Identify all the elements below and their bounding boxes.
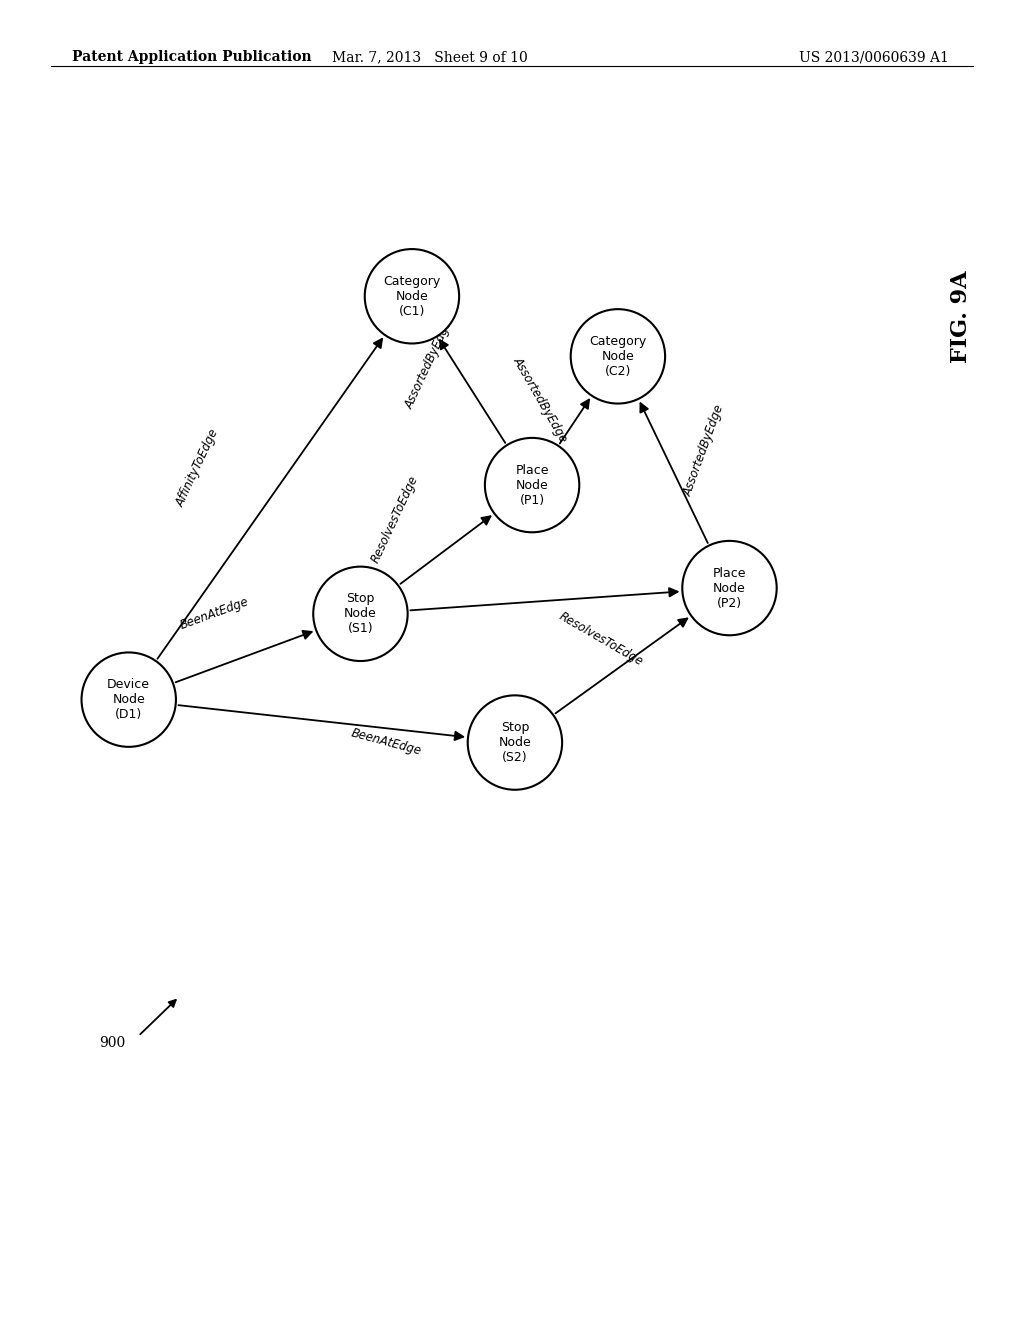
Text: Mar. 7, 2013   Sheet 9 of 10: Mar. 7, 2013 Sheet 9 of 10 (332, 50, 528, 65)
Text: AssortedByEdge: AssortedByEdge (511, 354, 570, 445)
Text: AssortedByEdge: AssortedByEdge (402, 318, 456, 412)
Circle shape (365, 249, 459, 343)
Circle shape (682, 541, 776, 635)
Text: AssortedByEdge: AssortedByEdge (681, 403, 726, 498)
Text: US 2013/0060639 A1: US 2013/0060639 A1 (799, 50, 948, 65)
Text: Category
Node
(C2): Category Node (C2) (589, 335, 646, 378)
Circle shape (313, 566, 408, 661)
Text: FIG. 9A: FIG. 9A (949, 271, 972, 363)
Text: 900: 900 (99, 1036, 126, 1049)
Text: Place
Node
(P2): Place Node (P2) (713, 566, 746, 610)
Text: Stop
Node
(S2): Stop Node (S2) (499, 721, 531, 764)
Text: ResolvesToEdge: ResolvesToEdge (369, 474, 421, 565)
Circle shape (485, 438, 580, 532)
Text: Patent Application Publication: Patent Application Publication (72, 50, 311, 65)
Text: AffinityToEdge: AffinityToEdge (174, 426, 221, 510)
Circle shape (82, 652, 176, 747)
Text: Stop
Node
(S1): Stop Node (S1) (344, 593, 377, 635)
Text: Device
Node
(D1): Device Node (D1) (108, 678, 151, 721)
Text: BeenAtEdge: BeenAtEdge (349, 727, 423, 758)
Text: BeenAtEdge: BeenAtEdge (178, 595, 251, 632)
Text: Place
Node
(P1): Place Node (P1) (515, 463, 549, 507)
Text: ResolvesToEdge: ResolvesToEdge (556, 610, 645, 669)
Circle shape (570, 309, 666, 404)
Text: Category
Node
(C1): Category Node (C1) (383, 275, 440, 318)
Circle shape (468, 696, 562, 789)
